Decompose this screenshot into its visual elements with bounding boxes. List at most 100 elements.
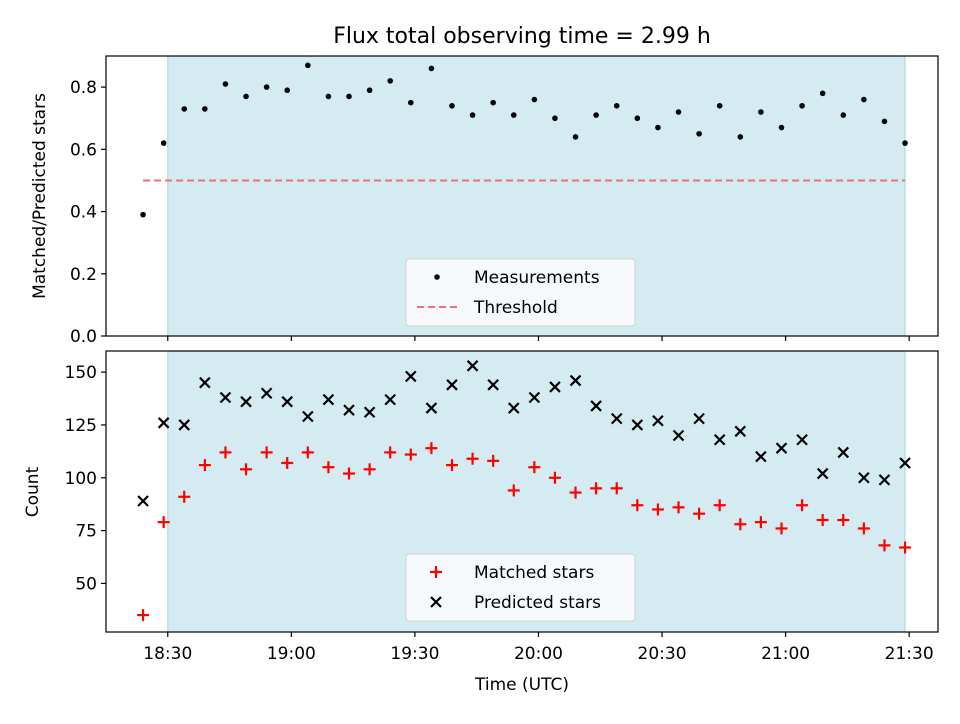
- y-tick-label: 0.0: [70, 327, 97, 347]
- measurement-point: [572, 134, 579, 140]
- matched-stars-point: [219, 446, 232, 459]
- matched-stars-point: [734, 518, 747, 531]
- predicted-stars-point: [363, 406, 376, 419]
- matched-stars-point: [548, 471, 561, 484]
- matched-stars-point: [507, 484, 520, 497]
- measurement-point: [181, 106, 188, 112]
- top-x-axis: [167, 336, 910, 341]
- predicted-stars-point: [302, 410, 314, 423]
- measurement-point: [881, 118, 888, 125]
- matched-stars-point: [466, 452, 479, 465]
- predicted-stars-point: [384, 393, 396, 406]
- x-tick-label: 19:30: [390, 644, 439, 664]
- predicted-stars-point: [219, 391, 232, 404]
- y-tick-label: 125: [65, 416, 97, 436]
- predicted-stars-point: [199, 376, 211, 389]
- predicted-stars-point: [528, 391, 541, 404]
- predicted-stars-point: [425, 402, 438, 414]
- x-tick-label: 21:00: [761, 644, 810, 664]
- matched-stars-point: [672, 501, 685, 514]
- predicted-stars-point: [672, 429, 685, 442]
- predicted-stars-point: [899, 457, 911, 469]
- measurement-point: [737, 134, 744, 140]
- matched-stars-point: [590, 482, 603, 495]
- predicted-stars-point: [487, 379, 499, 391]
- matched-stars-point: [260, 446, 273, 459]
- matched-stars-point: [528, 461, 541, 474]
- bottom-x-axis: 18:30 19:00 19:30 20:00 20:30 21:00 21:30: [143, 632, 934, 664]
- predicted-stars-point: [281, 395, 294, 408]
- bottom-axes-frame: [105, 350, 939, 633]
- measurement-point: [861, 96, 867, 103]
- predicted-stars-point: [713, 433, 726, 446]
- predicted-stars-point: [631, 419, 644, 431]
- predicted-stars-point: [466, 360, 479, 372]
- measurement-point: [655, 124, 661, 131]
- measurement-point: [387, 78, 393, 84]
- matched-stars-point: [445, 459, 458, 472]
- x-axis-label: Time (UTC): [474, 675, 569, 695]
- legend-label-measurements: Measurements: [474, 268, 600, 288]
- measurement-point: [243, 93, 249, 100]
- matched-stars-point: [157, 516, 170, 529]
- y-tick-label: 100: [65, 469, 97, 489]
- measurement-point: [140, 211, 146, 218]
- y-tick-label: 0.4: [70, 203, 97, 223]
- predicted-stars-point: [610, 412, 623, 425]
- measurement-point: [758, 109, 764, 115]
- top-legend: Measurements Threshold: [405, 258, 636, 327]
- measurement-point: [449, 102, 455, 109]
- measurement-point: [263, 84, 270, 90]
- matched-stars-point: [343, 467, 356, 480]
- legend-marker-predicted-stars: [430, 596, 442, 608]
- predicted-stars-point: [878, 474, 891, 486]
- y-tick-label: 0.8: [70, 78, 97, 98]
- measurement-point: [407, 99, 414, 106]
- top-y-axis: 0.0 0.2 0.4 0.6 0.8: [70, 78, 106, 347]
- predicted-stars-point: [507, 402, 520, 414]
- predicted-stars-point: [322, 393, 335, 406]
- bottom-legend: Matched stars Predicted stars: [405, 553, 636, 622]
- legend-label-matched-stars: Matched stars: [474, 563, 594, 583]
- matched-stars-point: [796, 499, 809, 512]
- measurement-point: [675, 109, 682, 115]
- x-tick-label: 18:30: [143, 644, 192, 664]
- predicted-stars-point: [652, 414, 664, 427]
- measurement-point: [716, 102, 723, 109]
- matched-stars-point: [713, 499, 726, 512]
- chart-title: Flux total observing time = 2.99 h: [333, 24, 711, 49]
- matched-stars-point: [878, 539, 891, 552]
- measurement-point: [325, 93, 332, 100]
- top-axes-frame: [105, 55, 939, 337]
- measurement-point: [428, 65, 435, 72]
- matched-stars-point: [857, 522, 870, 535]
- measurement-point: [819, 90, 826, 97]
- top-data-marks: [140, 62, 908, 218]
- predicted-stars-point: [569, 374, 582, 387]
- matched-stars-point: [301, 446, 314, 459]
- measurement-point: [634, 115, 641, 122]
- matched-stars-point: [487, 454, 500, 467]
- measurement-point: [222, 81, 229, 87]
- predicted-stars-point: [775, 442, 788, 454]
- y-tick-label: 0.2: [70, 265, 97, 285]
- y-tick-label: 150: [65, 363, 97, 383]
- measurement-point: [305, 62, 311, 69]
- measurement-point: [469, 112, 476, 118]
- matched-stars-point: [651, 503, 664, 516]
- matched-stars-point: [775, 522, 788, 535]
- matched-stars-point: [693, 507, 706, 520]
- predicted-stars-point: [343, 404, 355, 416]
- matched-stars-point: [569, 486, 582, 499]
- measurement-point: [284, 87, 291, 94]
- predicted-stars-point: [260, 387, 273, 400]
- top-panel: 0.00.20.40.60.8 Matched/Predicted stars …: [30, 55, 939, 347]
- predicted-stars-point: [734, 425, 747, 438]
- bottom-panel: 50 75 100 125 150 18:30 19:00 19:30 20:00 20:30 2…: [23, 350, 939, 695]
- predicted-stars-point: [549, 381, 561, 393]
- predicted-stars-point: [405, 370, 417, 383]
- measurement-point: [552, 115, 558, 122]
- legend-marker-matched-stars: [430, 566, 442, 578]
- legend-label-predicted-stars: Predicted stars: [474, 593, 601, 613]
